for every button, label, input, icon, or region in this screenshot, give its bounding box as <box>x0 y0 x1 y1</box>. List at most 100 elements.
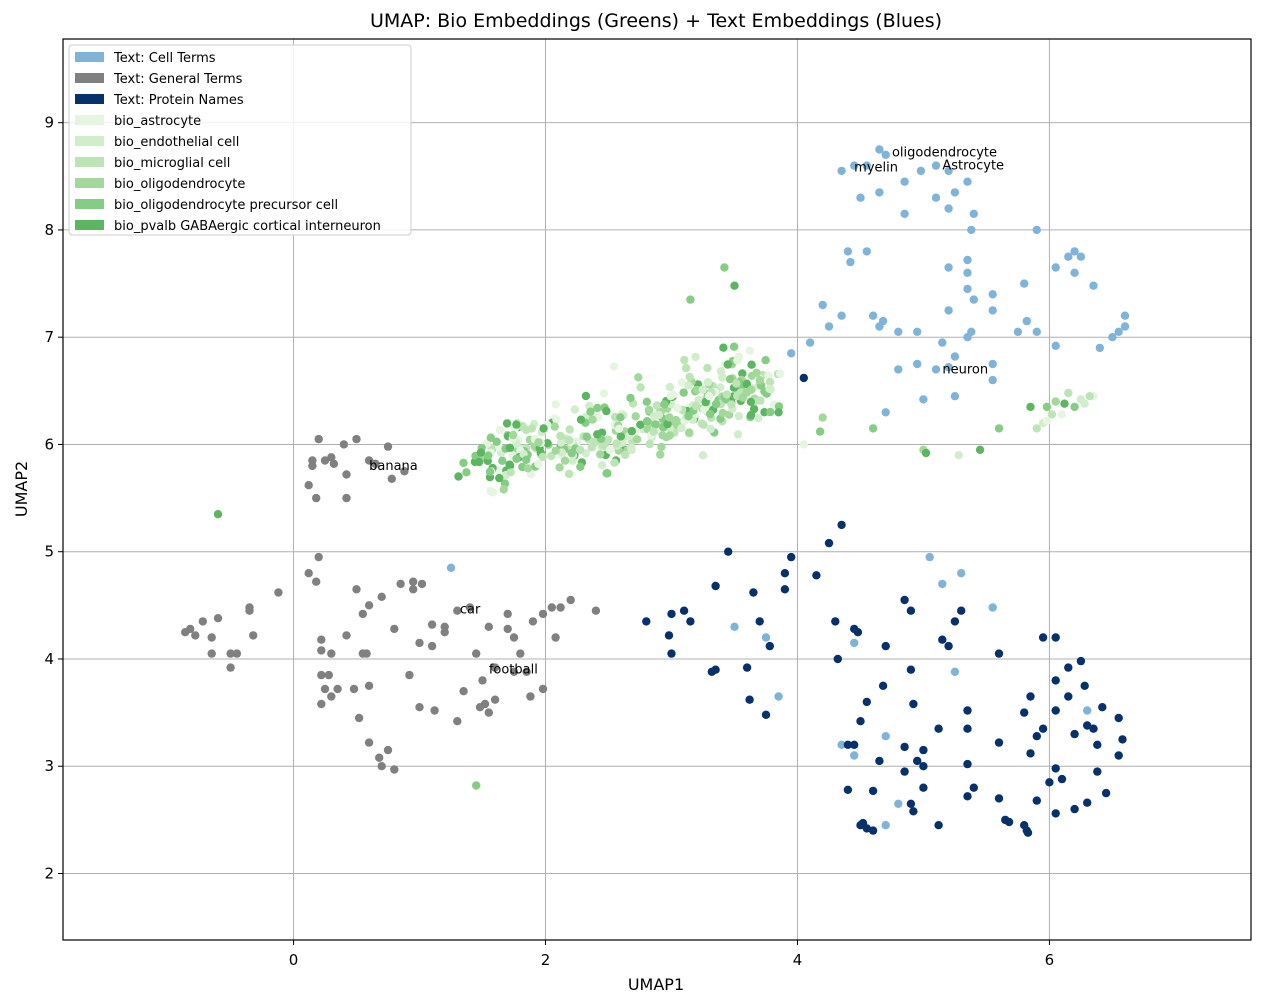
bio-point <box>699 420 708 429</box>
bio-point <box>738 393 748 402</box>
cell-term-point <box>938 338 947 347</box>
protein-name-point <box>642 617 651 626</box>
cell-term-point <box>868 311 878 320</box>
general-term-point <box>226 663 235 672</box>
bio-point <box>614 424 624 433</box>
cell-term-point <box>938 579 947 589</box>
protein-name-point <box>1057 774 1067 784</box>
general-term-point <box>405 670 414 680</box>
bio-point <box>755 376 765 385</box>
general-term-point <box>327 692 336 701</box>
bio-point <box>459 458 468 468</box>
point-annotation: banana <box>369 459 418 474</box>
y-tick-label: 5 <box>44 543 54 561</box>
general-term-point <box>333 684 342 694</box>
bio-point <box>505 443 515 452</box>
protein-name-point <box>900 767 909 776</box>
bio-point <box>975 445 985 454</box>
cell-term-point <box>950 667 960 676</box>
general-term-point <box>342 493 351 503</box>
cell-term-point <box>969 295 978 304</box>
bio-point <box>616 432 625 441</box>
bio-point <box>627 426 636 436</box>
protein-name-point <box>1004 817 1014 827</box>
bio-point <box>1051 397 1060 406</box>
bio-point <box>604 435 613 444</box>
bio-point <box>698 385 707 394</box>
general-term-point <box>181 628 190 637</box>
cell-term-point <box>944 204 953 213</box>
bio-point <box>665 382 675 392</box>
bio-point <box>485 467 495 476</box>
bio-point <box>576 445 585 455</box>
general-term-point <box>390 624 399 634</box>
bio-point <box>586 407 595 416</box>
cell-term-point <box>963 333 972 342</box>
legend: Text: Cell Terms Text: General Terms Text:… <box>68 44 412 236</box>
bio-point <box>719 343 728 352</box>
legend-swatch <box>75 115 104 125</box>
general-term-point <box>320 456 330 465</box>
general-term-point <box>274 588 283 597</box>
cell-term-point <box>944 306 953 315</box>
general-term-point <box>516 649 525 658</box>
y-tick-label: 3 <box>44 757 54 775</box>
protein-name-point <box>745 695 754 704</box>
general-term-point <box>354 713 364 723</box>
bio-point <box>550 422 559 431</box>
bio-point <box>474 457 484 467</box>
bio-point <box>538 452 547 462</box>
legend-label: bio_endothelial cell <box>114 135 239 150</box>
general-term-point <box>400 467 409 476</box>
protein-name-point <box>1093 767 1102 776</box>
protein-name-point <box>765 641 774 651</box>
cell-term-point <box>1051 341 1060 350</box>
protein-name-point <box>724 547 733 556</box>
general-term-point <box>364 456 374 465</box>
point-annotation: neuron <box>942 362 988 377</box>
protein-name-point <box>1089 724 1098 733</box>
protein-name-point <box>906 799 916 808</box>
bio-point <box>764 371 773 380</box>
general-term-point <box>509 633 519 642</box>
protein-name-point <box>667 609 676 619</box>
protein-name-point <box>686 617 695 626</box>
general-term-point <box>317 635 326 644</box>
protein-name-point <box>749 588 758 597</box>
cell-term-point <box>875 322 884 331</box>
protein-name-point <box>1114 713 1123 723</box>
protein-name-point <box>906 665 916 674</box>
protein-name-point <box>1032 732 1042 741</box>
cell-term-point <box>837 740 846 749</box>
bio-point <box>665 413 674 422</box>
bio-point <box>484 451 493 460</box>
bio-point <box>732 379 741 388</box>
cell-term-point <box>1070 247 1079 256</box>
general-term-point <box>232 649 242 658</box>
chart-title: UMAP: Bio Embeddings (Greens) + Text Emb… <box>370 10 942 32</box>
x-tick-label: 4 <box>793 951 803 969</box>
cell-term-point <box>988 306 997 315</box>
general-term-point <box>349 684 359 694</box>
legend-swatch <box>75 73 104 83</box>
cell-term-point <box>1089 281 1098 290</box>
bio-point <box>462 468 471 477</box>
cell-term-point <box>850 751 859 760</box>
bio-point <box>1042 402 1052 412</box>
point-annotation: Astrocyte <box>942 159 1004 174</box>
general-term-point <box>207 633 216 642</box>
protein-name-point <box>1051 764 1060 773</box>
bio-point <box>677 378 687 387</box>
bio-point <box>718 372 727 382</box>
protein-name-point <box>1070 729 1079 739</box>
bio-point <box>599 389 609 398</box>
bio-point <box>564 469 574 479</box>
general-term-point <box>377 762 386 771</box>
cell-term-point <box>913 327 922 336</box>
x-tick-label: 2 <box>541 951 551 969</box>
bio-point <box>612 439 621 448</box>
bio-point <box>556 431 565 441</box>
bio-point <box>555 463 564 472</box>
bio-point <box>552 415 561 424</box>
general-term-point <box>409 585 418 594</box>
